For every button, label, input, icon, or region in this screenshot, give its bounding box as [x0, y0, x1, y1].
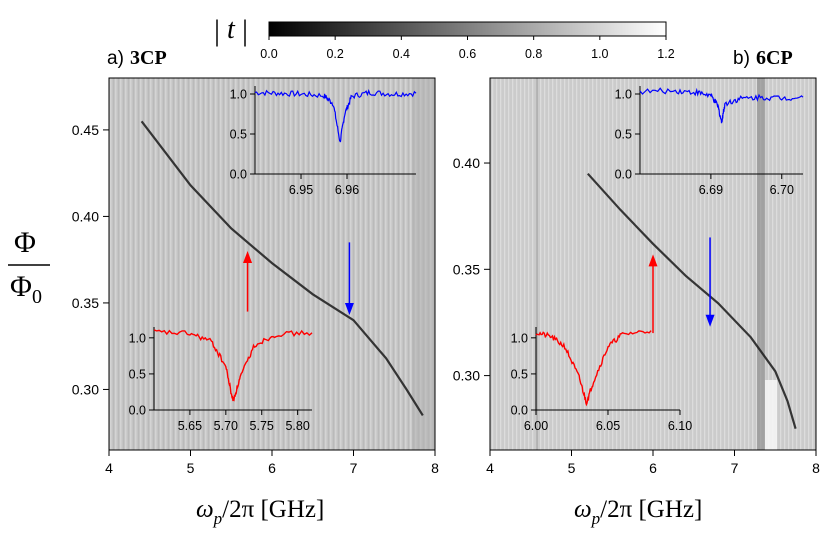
inset-x-tick-label: 6.96 — [335, 183, 359, 197]
xlabel-b: ωp/2π [GHz] — [574, 496, 702, 528]
inset-y-tick-label: 1.0 — [230, 88, 247, 102]
x-tick-label: 8 — [431, 460, 439, 476]
ylabel: Φ Φ0 — [8, 226, 50, 308]
inset-y-tick-label: 0.0 — [230, 168, 247, 182]
x-tick-label: 5 — [187, 460, 195, 476]
resonance-curve-b — [586, 172, 797, 430]
inset-x-tick-label: 5.80 — [285, 419, 309, 433]
red-arrow-head — [648, 254, 658, 267]
panel-a: a) 3CP 4 5 6 7 8 0.30 0.35 0.40 0.45 6.95 6.96 0.0… — [72, 47, 439, 528]
y-tick-label: 0.35 — [453, 261, 480, 277]
inset-red-a-trace — [153, 329, 313, 402]
inset-x-tick-label: 5.65 — [178, 419, 202, 433]
colorbar-tick-label: 0.4 — [393, 47, 410, 61]
inset-x-tick-label: 6.05 — [596, 419, 620, 433]
x-tick-label: 6 — [268, 460, 276, 476]
panel-b-label-prefix: b) — [733, 48, 750, 69]
inset-y-tick-label: 0.5 — [129, 367, 146, 381]
inset-x-tick-label: 6.00 — [524, 419, 548, 433]
inset-y-tick-label: 0.5 — [230, 128, 247, 142]
colorbar-gradient — [268, 21, 667, 37]
panel-a-label-name: 3CP — [130, 47, 167, 69]
inset-x-tick-label: 6.70 — [770, 183, 794, 197]
colorbar-tick-label: 0.2 — [326, 47, 343, 61]
colorbar-label: t — [227, 14, 236, 45]
heatmap-b-dark-band — [757, 78, 765, 450]
axes-ticks-a: 4 5 6 7 8 0.30 0.35 0.40 0.45 — [72, 122, 439, 476]
blue-arrow-head — [705, 314, 715, 327]
x-tick-label: 7 — [731, 460, 739, 476]
inset-y-tick-label: 0.0 — [129, 404, 146, 418]
colorbar: | t | 0.0 0.2 0.4 0.6 0.8 1.0 1.2 — [214, 14, 675, 61]
heatmap-a-edge — [412, 78, 435, 450]
inset-blue-b: 6.69 6.70 0.0 0.5 1.0 — [615, 86, 804, 197]
colorbar-tick-label: 0.8 — [525, 47, 542, 61]
xlabel-a: ωp/2π [GHz] — [196, 496, 324, 528]
colorbar-tick-label: 0.6 — [459, 47, 476, 61]
inset-red-b: 6.00 6.05 6.10 0.0 0.5 1.0 — [511, 327, 692, 433]
panel-b: b) 6CP 4 5 6 7 8 0.30 0.35 0.40 6.69 6.70 0.0 0.5 1… — [453, 47, 820, 528]
inset-blue-b-trace — [639, 87, 804, 124]
axes-ticks-b: 4 5 6 7 8 0.30 0.35 0.40 — [453, 155, 820, 476]
x-tick-label: 5 — [568, 460, 576, 476]
inset-y-tick-label: 1.0 — [615, 88, 632, 102]
x-tick-label: 8 — [812, 460, 820, 476]
ylabel-denominator: Φ0 — [10, 270, 42, 308]
colorbar-tick-label: 1.2 — [657, 47, 674, 61]
red-arrow-head — [243, 251, 253, 264]
colorbar-tick-label: 1.0 — [591, 47, 608, 61]
inset-blue-a-trace — [254, 89, 417, 143]
y-tick-label: 0.40 — [72, 208, 99, 224]
y-tick-label: 0.30 — [453, 368, 480, 384]
y-tick-label: 0.45 — [72, 122, 99, 138]
colorbar-tick-label: 0.0 — [260, 47, 277, 61]
inset-y-tick-label: 0.5 — [615, 128, 632, 142]
inset-x-tick-label: 6.69 — [699, 183, 723, 197]
inset-y-tick-label: 0.0 — [615, 168, 632, 182]
ylabel-numerator: Φ — [14, 226, 36, 259]
resonance-curve-a — [140, 120, 424, 416]
y-tick-label: 0.40 — [453, 155, 480, 171]
inset-y-tick-label: 1.0 — [511, 331, 528, 345]
inset-y-tick-label: 1.0 — [129, 331, 146, 345]
inset-x-tick-label: 5.70 — [214, 419, 238, 433]
colorbar-bar-right: | — [242, 14, 248, 47]
inset-red-b-trace — [535, 330, 652, 407]
colorbar-bar-left: | — [214, 14, 220, 47]
y-tick-label: 0.35 — [72, 295, 99, 311]
panel-a-label-prefix: a) — [107, 48, 124, 69]
panel-b-label-name: 6CP — [756, 47, 793, 69]
arrows-b — [648, 237, 715, 334]
arrows-a — [243, 242, 354, 316]
inset-red-a: 5.65 5.70 5.75 5.80 0.0 0.5 1.0 — [129, 327, 313, 433]
y-tick-label: 0.30 — [72, 381, 99, 397]
x-tick-label: 6 — [649, 460, 657, 476]
inset-y-tick-label: 0.0 — [511, 404, 528, 418]
inset-y-tick-label: 0.5 — [511, 367, 528, 381]
inset-x-tick-label: 6.95 — [289, 183, 313, 197]
inset-blue-a: 6.95 6.96 0.0 0.5 1.0 — [230, 86, 417, 197]
colorbar-ticks: 0.0 0.2 0.4 0.6 0.8 1.0 1.2 — [260, 36, 675, 61]
blue-arrow-head — [344, 303, 354, 316]
x-tick-label: 7 — [350, 460, 358, 476]
x-tick-label: 4 — [105, 460, 113, 476]
x-tick-label: 4 — [486, 460, 494, 476]
inset-x-tick-label: 5.75 — [250, 419, 274, 433]
heatmap-b-bright-patch — [765, 380, 777, 450]
inset-x-tick-label: 6.10 — [668, 419, 692, 433]
